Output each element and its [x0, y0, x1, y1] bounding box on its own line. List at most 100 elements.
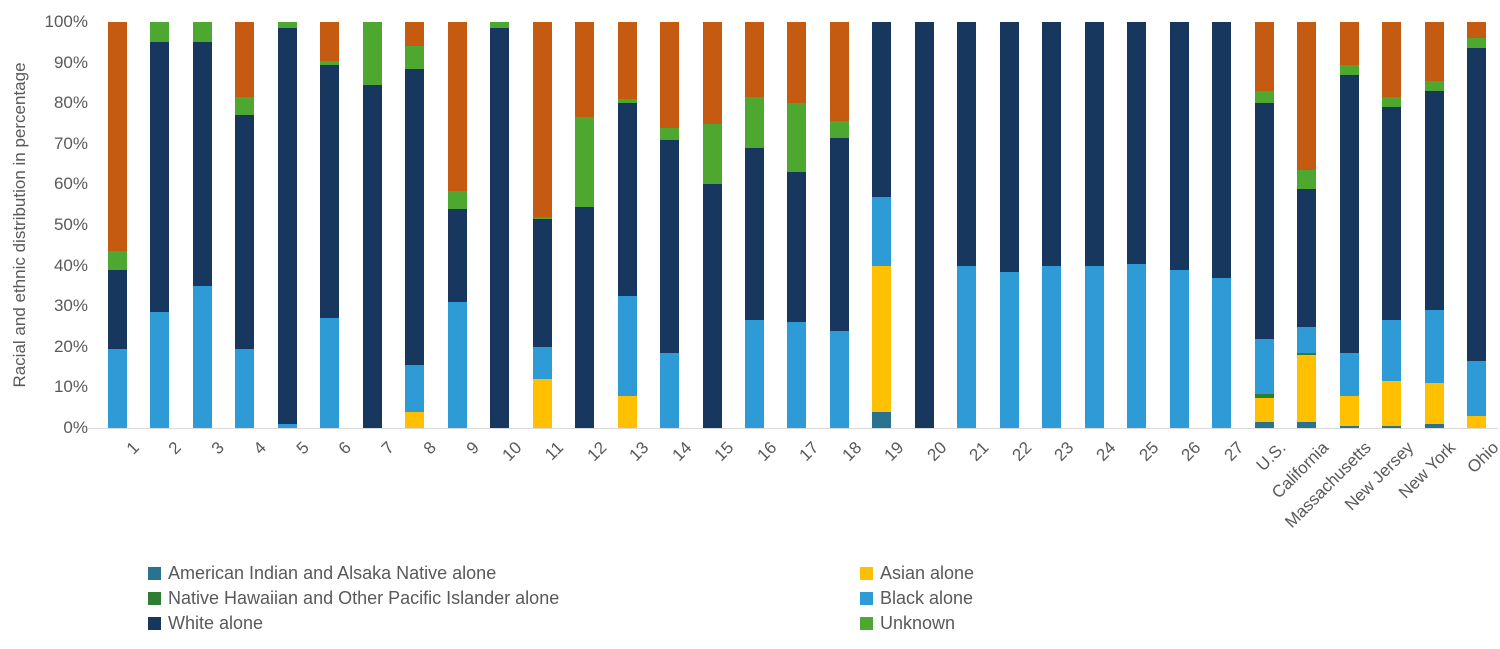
segment: [532, 218, 552, 347]
segment: [702, 123, 722, 185]
y-tick-label: 90%: [53, 52, 88, 72]
segment: [1382, 425, 1402, 428]
x-axis-label: 11: [541, 438, 568, 464]
segment: [1339, 22, 1359, 65]
segment: [787, 103, 807, 173]
segment: [405, 22, 425, 47]
legend-swatch-icon: [860, 617, 873, 630]
segment: [1467, 361, 1487, 416]
segment: [1467, 22, 1487, 39]
bar-1: [107, 22, 127, 428]
segment: [1297, 326, 1317, 353]
x-axis-label: 17: [795, 438, 823, 465]
segment: [192, 285, 212, 428]
x-axis-label: 10: [498, 438, 526, 465]
bar-slot: 23: [1031, 22, 1077, 465]
segment: [447, 302, 467, 428]
legend-column: American Indian and Alsaka Native alone N…: [148, 561, 559, 636]
segment: [1127, 22, 1147, 264]
legend-item: American Indian and Alsaka Native alone: [148, 561, 559, 586]
bar-slot: 10: [478, 22, 525, 465]
segment: [235, 97, 255, 116]
segment: [1169, 269, 1189, 428]
segment: [914, 22, 934, 428]
segment: [150, 312, 170, 428]
legend-item: White alone: [148, 611, 559, 636]
segment: [1254, 397, 1274, 422]
x-axis-line: [88, 428, 1498, 429]
bar-5: [277, 22, 297, 428]
segment: [447, 22, 467, 191]
segment: [575, 117, 595, 207]
segment: [829, 22, 849, 122]
bar-20: [914, 22, 934, 428]
segment: [532, 216, 552, 219]
bar-3: [192, 22, 212, 428]
bar-slot: 1: [96, 22, 143, 458]
segment: [1467, 48, 1487, 362]
segment: [192, 42, 212, 286]
segment: [617, 103, 637, 297]
x-axis-label: 26: [1177, 438, 1205, 465]
bar-New York: [1424, 22, 1444, 428]
segment: [1297, 22, 1317, 171]
y-tick-label: 10%: [53, 377, 88, 397]
segment: [320, 22, 340, 61]
legend-swatch-icon: [860, 567, 873, 580]
y-tick-label: 40%: [53, 255, 88, 275]
x-axis-label: 7: [377, 438, 398, 459]
segment: [405, 411, 425, 428]
bar-26: [1169, 22, 1189, 428]
segment: [617, 22, 637, 100]
legend-label: Asian alone: [880, 563, 975, 583]
segment: [872, 411, 892, 428]
bar-slot: 21: [946, 22, 992, 465]
x-axis-label: 14: [668, 438, 695, 465]
bar-16: [745, 22, 764, 428]
segment: [660, 352, 680, 428]
bar-10: [490, 22, 510, 428]
segment: [490, 22, 510, 29]
segment: [1424, 423, 1444, 428]
segment: [1382, 381, 1402, 426]
segment: [362, 84, 382, 428]
segment: [1254, 22, 1274, 92]
bar-9: [447, 22, 467, 428]
segment: [617, 296, 637, 396]
bar-slot: 17: [776, 22, 822, 465]
bar-slot: 15: [691, 22, 737, 465]
bar-slot: 19: [861, 22, 907, 465]
segment: [1467, 38, 1487, 49]
segment: [192, 22, 212, 43]
y-tick-label: 0%: [63, 418, 88, 437]
segment: [1212, 277, 1232, 428]
bar-slot: 22: [988, 22, 1035, 465]
x-axis-label: 1: [122, 438, 143, 459]
segment: [107, 348, 127, 428]
bar-slot: 16: [733, 22, 780, 465]
segment: [320, 318, 340, 428]
legend-item: Native Hawaiian and Other Pacific Island…: [148, 586, 559, 611]
legend-label: American Indian and Alsaka Native alone: [168, 563, 497, 583]
segment: [1254, 421, 1274, 428]
bar-slot: U.S.: [1243, 22, 1290, 475]
segment: [277, 28, 297, 424]
bar-slot: 2: [138, 22, 185, 458]
legend-column: Asian alone Black alone Unknown: [860, 561, 974, 636]
x-axis-label: U.S.: [1252, 438, 1290, 475]
segment: [107, 22, 127, 252]
segment: [405, 46, 425, 69]
segment: [1424, 22, 1444, 81]
bar-11: [532, 22, 552, 428]
segment: [702, 184, 722, 428]
bar-U.S.: [1254, 22, 1274, 428]
segment: [320, 60, 340, 65]
segment: [872, 22, 892, 197]
legend-label: White alone: [168, 613, 264, 633]
segment: [829, 137, 849, 331]
segment: [150, 42, 170, 313]
segment: [1382, 320, 1402, 382]
segment: [1297, 421, 1317, 428]
bar-slot: 18: [818, 22, 865, 465]
bar-slot: New Jersey: [1341, 22, 1417, 514]
